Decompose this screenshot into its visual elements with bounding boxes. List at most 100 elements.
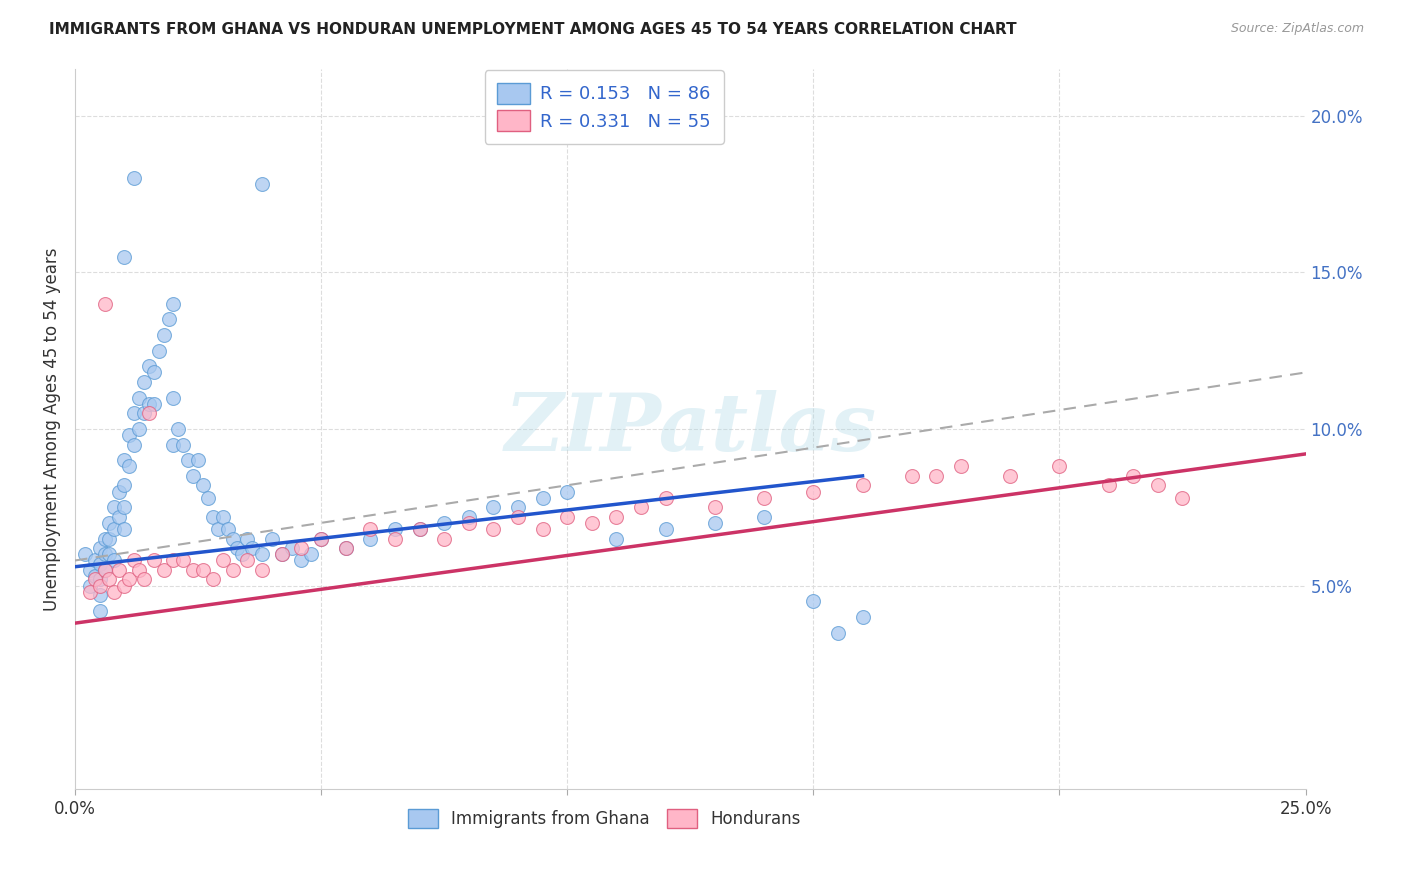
Point <box>152 327 174 342</box>
Point <box>482 522 505 536</box>
Point <box>103 522 125 536</box>
Y-axis label: Unemployment Among Ages 45 to 54 years: Unemployment Among Ages 45 to 54 years <box>44 247 60 611</box>
Point <box>132 572 155 586</box>
Point <box>801 594 824 608</box>
Point <box>949 459 972 474</box>
Point <box>359 532 381 546</box>
Point <box>827 625 849 640</box>
Point <box>73 547 96 561</box>
Point <box>654 491 676 505</box>
Point <box>231 547 253 561</box>
Point <box>191 478 214 492</box>
Point <box>211 509 233 524</box>
Point <box>433 532 456 546</box>
Point <box>555 509 578 524</box>
Point <box>654 522 676 536</box>
Point <box>457 509 479 524</box>
Point <box>98 547 121 561</box>
Point <box>89 604 111 618</box>
Point <box>103 553 125 567</box>
Point <box>172 553 194 567</box>
Point <box>98 532 121 546</box>
Point <box>89 557 111 571</box>
Point <box>221 532 243 546</box>
Point <box>250 547 273 561</box>
Point <box>152 563 174 577</box>
Point <box>250 563 273 577</box>
Point <box>408 522 430 536</box>
Point <box>142 397 165 411</box>
Point <box>122 406 145 420</box>
Point <box>103 584 125 599</box>
Point <box>98 516 121 530</box>
Point <box>118 428 141 442</box>
Point <box>280 541 302 555</box>
Point <box>299 547 322 561</box>
Point <box>103 500 125 515</box>
Point <box>506 500 529 515</box>
Point <box>128 563 150 577</box>
Point <box>851 610 873 624</box>
Point <box>408 522 430 536</box>
Point <box>122 553 145 567</box>
Point <box>148 343 170 358</box>
Point <box>157 312 180 326</box>
Point <box>118 459 141 474</box>
Point <box>132 406 155 420</box>
Point <box>250 178 273 192</box>
Point <box>335 541 357 555</box>
Point <box>181 468 204 483</box>
Point <box>236 553 259 567</box>
Text: Source: ZipAtlas.com: Source: ZipAtlas.com <box>1230 22 1364 36</box>
Point <box>112 250 135 264</box>
Point <box>142 553 165 567</box>
Point <box>801 484 824 499</box>
Point <box>79 563 101 577</box>
Point <box>79 584 101 599</box>
Legend: Immigrants from Ghana, Hondurans: Immigrants from Ghana, Hondurans <box>401 803 807 835</box>
Point <box>236 532 259 546</box>
Point <box>309 532 332 546</box>
Point <box>630 500 652 515</box>
Point <box>335 541 357 555</box>
Point <box>900 468 922 483</box>
Point <box>138 359 160 374</box>
Point <box>240 541 263 555</box>
Point <box>98 572 121 586</box>
Point <box>108 563 131 577</box>
Point <box>531 522 554 536</box>
Point <box>555 484 578 499</box>
Point <box>108 509 131 524</box>
Point <box>172 437 194 451</box>
Point <box>187 453 209 467</box>
Point <box>226 541 249 555</box>
Point <box>221 563 243 577</box>
Point <box>605 532 627 546</box>
Point <box>260 532 283 546</box>
Point <box>128 391 150 405</box>
Point <box>290 553 312 567</box>
Point <box>93 547 115 561</box>
Point <box>752 491 775 505</box>
Point <box>581 516 603 530</box>
Point <box>703 516 725 530</box>
Point <box>998 468 1021 483</box>
Point <box>309 532 332 546</box>
Point <box>1098 478 1121 492</box>
Point <box>83 572 105 586</box>
Point <box>851 478 873 492</box>
Point <box>162 391 184 405</box>
Point <box>138 406 160 420</box>
Point <box>122 171 145 186</box>
Text: IMMIGRANTS FROM GHANA VS HONDURAN UNEMPLOYMENT AMONG AGES 45 TO 54 YEARS CORRELA: IMMIGRANTS FROM GHANA VS HONDURAN UNEMPL… <box>49 22 1017 37</box>
Point <box>167 422 190 436</box>
Point <box>89 541 111 555</box>
Point <box>197 491 219 505</box>
Point <box>605 509 627 524</box>
Point <box>83 553 105 567</box>
Point <box>93 563 115 577</box>
Point <box>112 522 135 536</box>
Point <box>1047 459 1070 474</box>
Point <box>290 541 312 555</box>
Point <box>162 296 184 310</box>
